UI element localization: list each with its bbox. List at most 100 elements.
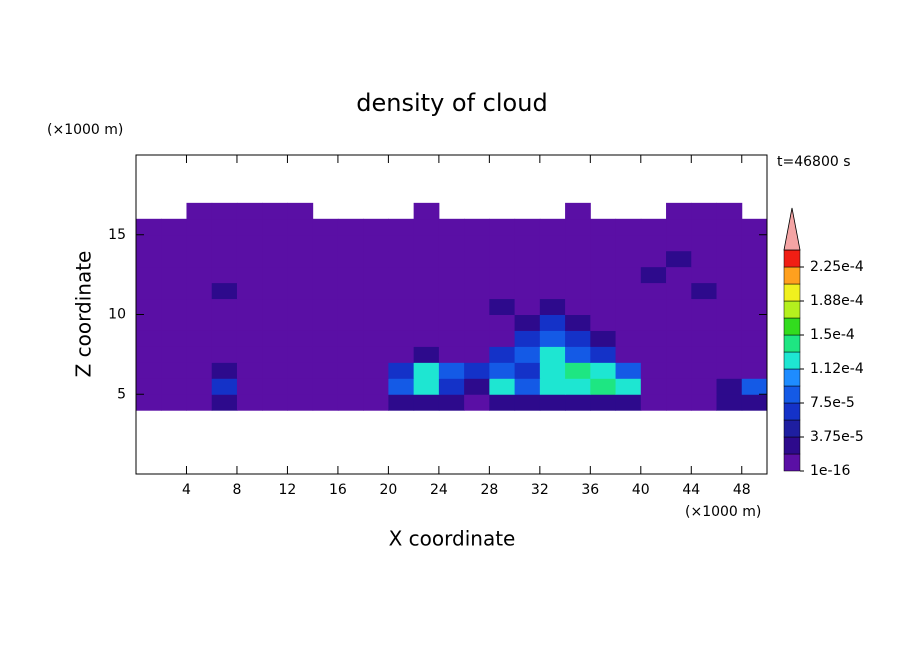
contour-cell [539, 378, 566, 395]
contour-cell [262, 298, 288, 315]
contour-cell [615, 266, 642, 284]
contour-cell [136, 346, 162, 363]
contour-cell [666, 394, 692, 411]
contour-cell [363, 218, 389, 236]
contour-cell [691, 394, 718, 411]
contour-cell [741, 282, 768, 300]
contour-cell [136, 218, 162, 236]
contour-cell [615, 362, 642, 379]
contour-cell [464, 346, 490, 363]
contour-cell [262, 282, 288, 300]
contour-cell [363, 330, 389, 347]
contour-cell [590, 282, 617, 300]
contour-cell [438, 394, 465, 411]
contour-cell [287, 346, 314, 363]
contour-cell [262, 346, 288, 363]
colorbar-segment [783, 385, 801, 404]
contour-cell [489, 362, 516, 379]
x-tick-label: 12 [279, 482, 297, 498]
contour-cell [388, 394, 415, 411]
colorbar-tick-label: 1e-16 [810, 463, 850, 479]
contour-cell [716, 346, 743, 363]
contour-cell [666, 250, 692, 268]
contour-cell [716, 298, 743, 315]
contour-cell [615, 282, 642, 300]
x-tick-label: 36 [581, 482, 599, 498]
contour-cell [565, 250, 591, 268]
contour-cell [287, 282, 314, 300]
contour-cell [666, 266, 692, 284]
contour-cell [337, 378, 364, 395]
contour-cell [413, 314, 440, 331]
contour-cell [363, 378, 389, 395]
contour-cell [363, 234, 389, 252]
contour-cell [489, 250, 516, 268]
contour-cell [413, 346, 440, 363]
colorbar-tick-label: 3.75e-5 [810, 429, 864, 445]
x-tick-label: 8 [232, 482, 241, 498]
contour-cell [186, 202, 213, 220]
contour-cell [287, 202, 314, 220]
y-tick-label: 5 [117, 386, 126, 402]
colorbar-segment [783, 351, 801, 370]
contour-cell [236, 394, 263, 411]
colorbar-segment [783, 249, 801, 268]
contour-cell [312, 394, 339, 411]
contour-cell [438, 330, 465, 347]
colorbar-segment [783, 453, 801, 472]
contour-cell [287, 394, 314, 411]
colorbar-extend [783, 207, 801, 251]
contour-cell [337, 346, 364, 363]
contour-cell [565, 202, 591, 220]
contour-cell [236, 282, 263, 300]
contour-cell [489, 378, 516, 395]
contour-cell [489, 282, 516, 300]
contour-cell [363, 362, 389, 379]
contour-cell [514, 298, 541, 315]
contour-cell [716, 266, 743, 284]
contour-cell [337, 362, 364, 379]
contour-cell [590, 298, 617, 315]
contour-cell [489, 218, 516, 236]
contour-cell [514, 394, 541, 411]
contour-cell [262, 266, 288, 284]
contour-cell [337, 330, 364, 347]
contour-cell [161, 314, 187, 331]
contour-cell [565, 362, 591, 379]
contour-cell [211, 394, 238, 411]
contour-cell [186, 394, 213, 411]
contour-cell [262, 394, 288, 411]
contour-cell [236, 314, 263, 331]
y-tick-label: 10 [108, 307, 126, 323]
contour-cell [262, 330, 288, 347]
contour-cell [413, 378, 440, 395]
contour-cell [438, 266, 465, 284]
contour-cell [211, 234, 238, 252]
contour-cell [716, 218, 743, 236]
contour-cell [438, 250, 465, 268]
contour-cell [539, 266, 566, 284]
contour-cell [287, 362, 314, 379]
contour-cell [666, 330, 692, 347]
contour-cell [741, 250, 768, 268]
contour-cell [539, 346, 566, 363]
contour-cell [539, 362, 566, 379]
contour-cell [161, 394, 187, 411]
contour-cell [236, 234, 263, 252]
contour-cell [640, 218, 667, 236]
contour-cell [312, 378, 339, 395]
colorbar-segment [783, 334, 801, 353]
x-tick-label: 44 [682, 482, 700, 498]
contour-cell [464, 394, 490, 411]
contour-cell [640, 266, 667, 284]
contour-cell [640, 330, 667, 347]
contour-cell [236, 330, 263, 347]
colorbar-tick-label: 2.25e-4 [810, 259, 864, 275]
x-tick-label: 32 [531, 482, 549, 498]
contour-cell [464, 378, 490, 395]
contour-cell [565, 282, 591, 300]
contour-cell [312, 362, 339, 379]
x-axis-label: X coordinate [389, 527, 516, 551]
colorbar-segment [783, 402, 801, 421]
contour-cell [615, 394, 642, 411]
